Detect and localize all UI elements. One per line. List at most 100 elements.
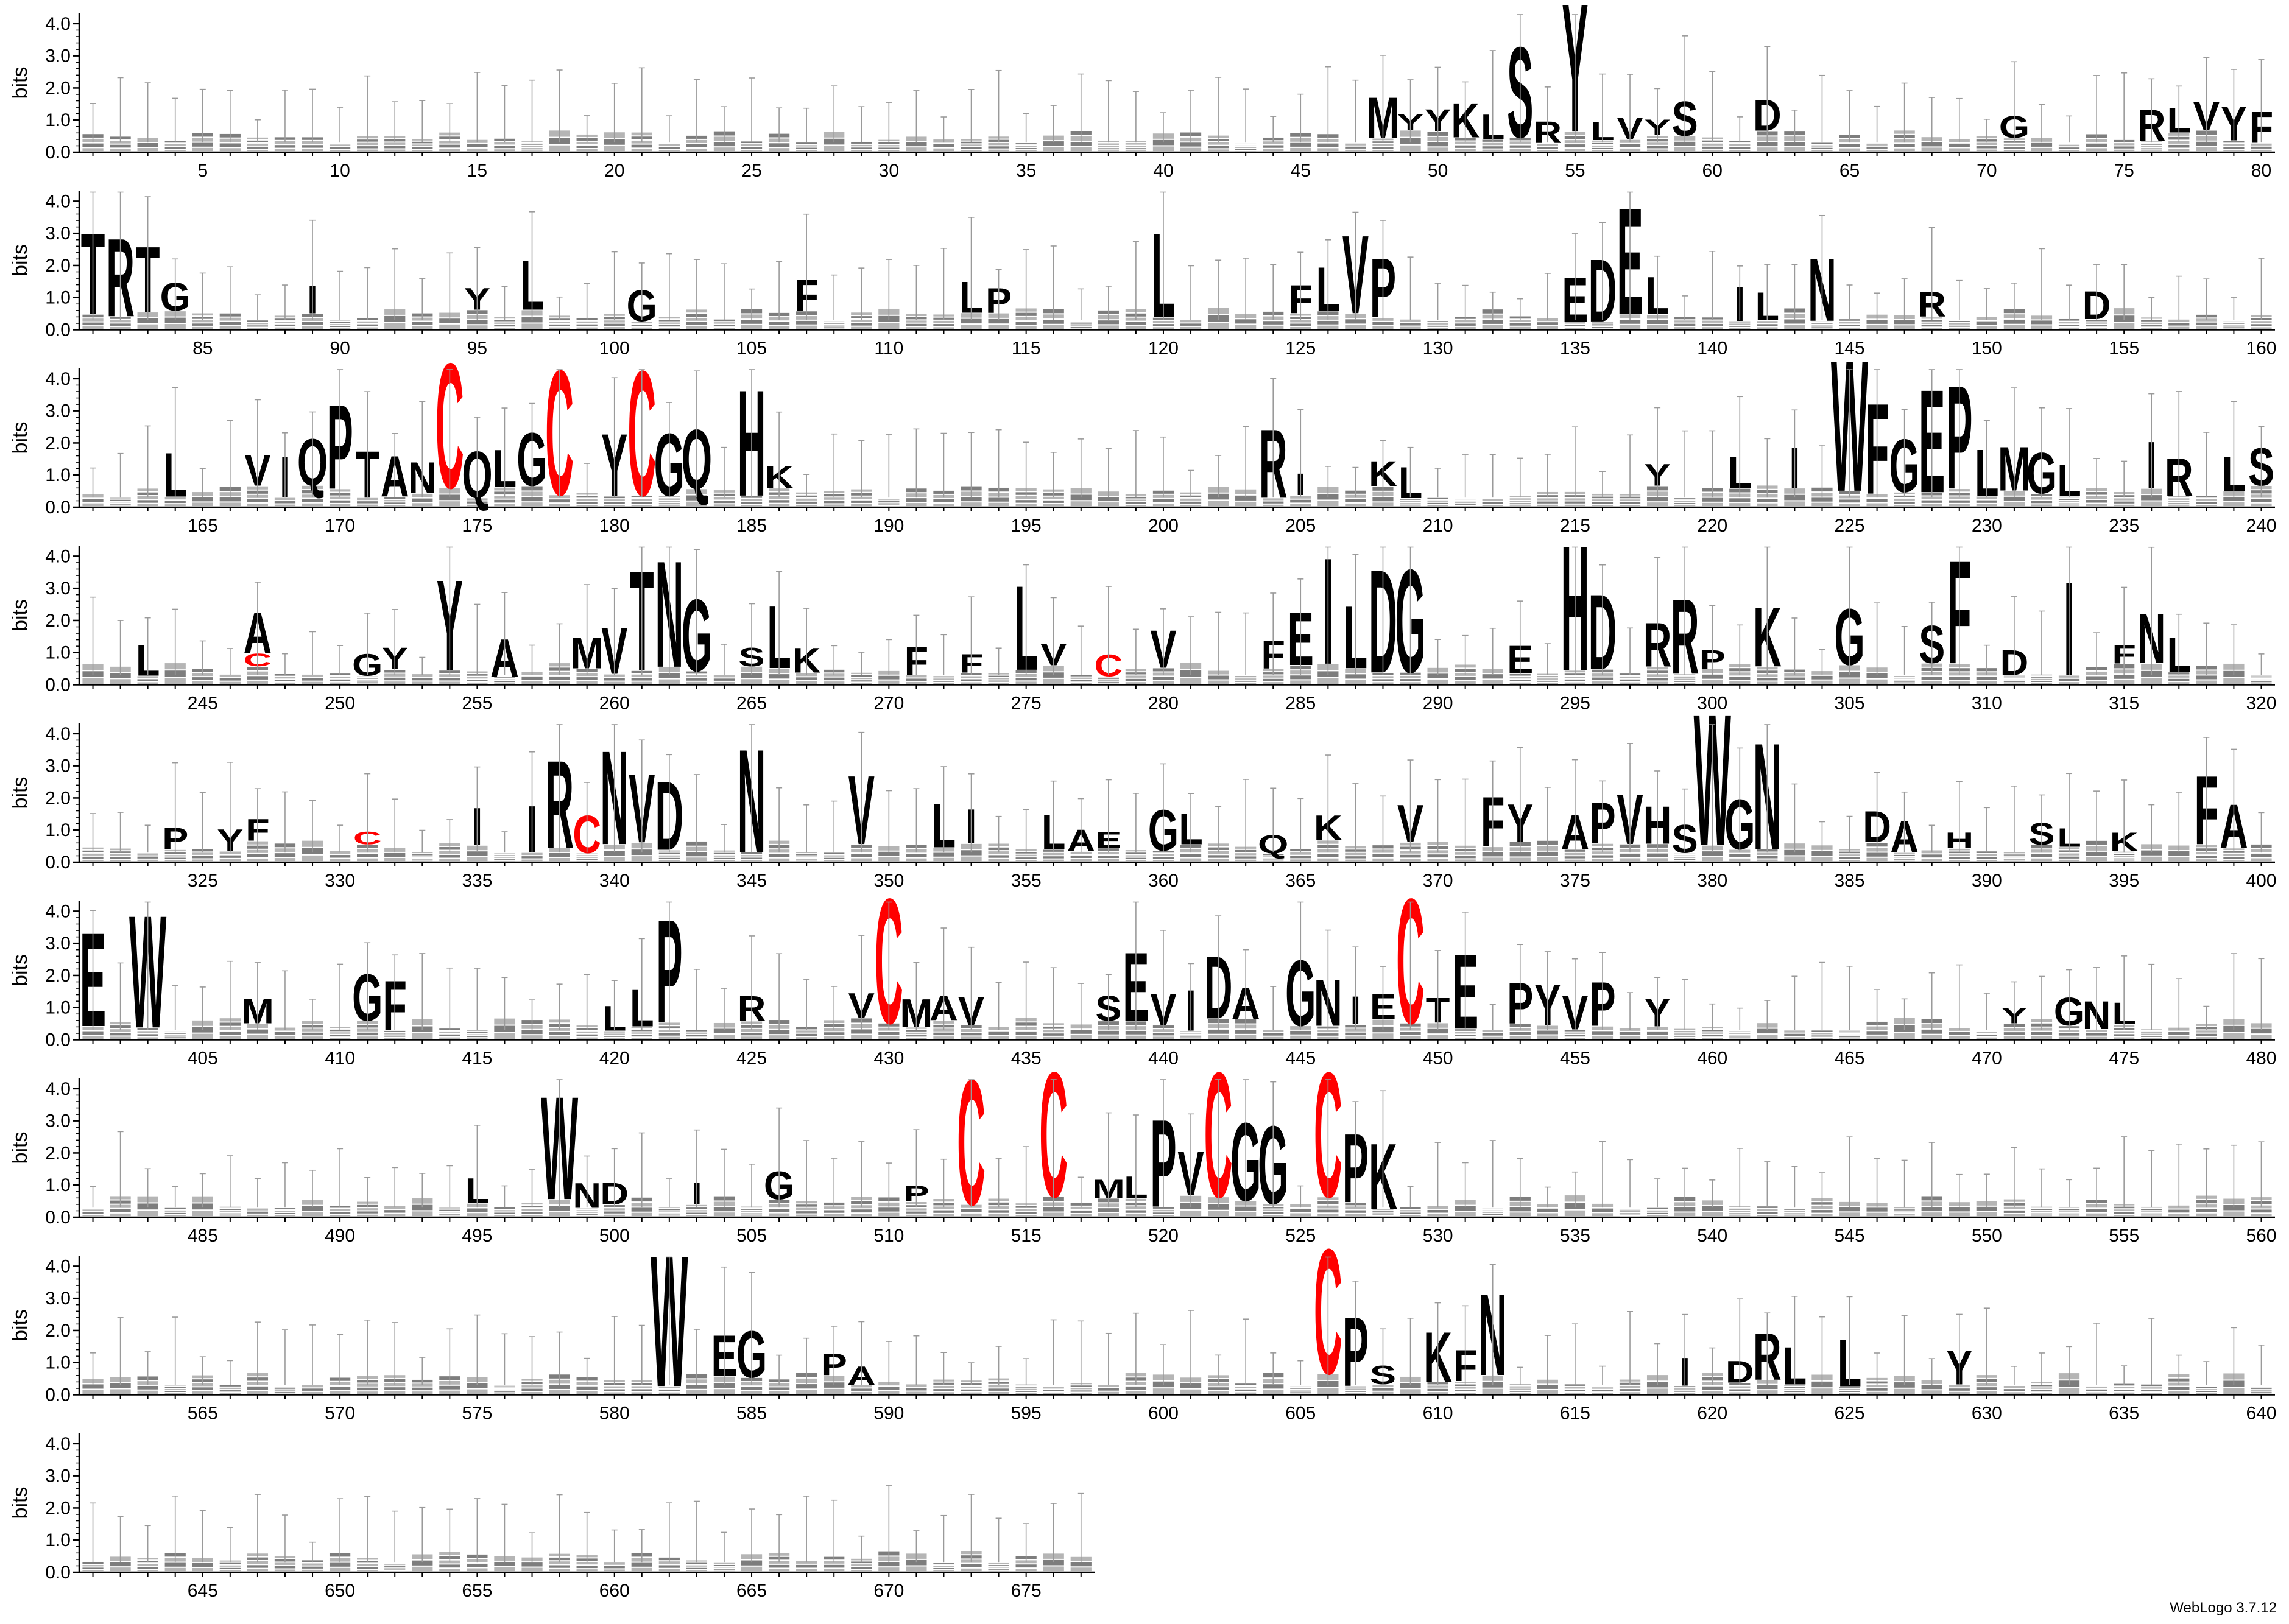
background-stack: [521, 859, 543, 862]
background-stack: [1592, 142, 1614, 144]
background-stack: [2031, 147, 2053, 152]
background-stack: [1400, 675, 1421, 678]
background-stack: [906, 1208, 927, 1211]
background-stack: [439, 681, 460, 684]
background-stack: [1070, 1035, 1092, 1039]
x-tick-label: 10: [330, 161, 350, 181]
background-stack: [1043, 1392, 1064, 1394]
background-stack: [1482, 325, 1503, 329]
background-stack: [1866, 1207, 1888, 1212]
background-stack: [1509, 852, 1531, 857]
x-tick-label: 20: [604, 161, 624, 181]
background-stack: [576, 677, 598, 680]
background-stack: [1070, 325, 1092, 326]
x-tick-label: 445: [1285, 1049, 1316, 1069]
background-stack: [1702, 149, 1723, 152]
background-stack: [1180, 1031, 1202, 1032]
background-stack: [1619, 1032, 1641, 1035]
background-stack: [1263, 682, 1284, 684]
y-axis-label: bits: [9, 244, 32, 276]
background-stack: [1866, 679, 1888, 684]
background-stack: [2141, 850, 2162, 856]
background-stack: [988, 497, 1009, 502]
background-stack: [247, 680, 269, 684]
background-stack: [329, 1029, 351, 1032]
background-stack: [1180, 498, 1202, 501]
background-stack: [1152, 854, 1174, 856]
background-stack: [988, 1388, 1009, 1391]
background-stack: [1070, 675, 1092, 677]
background-stack: [1400, 854, 1421, 858]
background-stack: [274, 1388, 296, 1390]
background-stack: [1592, 322, 1614, 323]
background-stack: [658, 1389, 680, 1391]
background-stack: [1098, 502, 1119, 507]
background-stack: [1729, 854, 1751, 857]
background-stack: [1455, 1384, 1476, 1387]
background-stack: [1894, 148, 1915, 152]
background-stack: [219, 1213, 241, 1215]
background-stack: [1949, 321, 1970, 322]
background-stack: [1125, 499, 1147, 501]
x-tick-label: 210: [1423, 516, 1453, 536]
background-stack: [110, 673, 131, 678]
background-stack: [2114, 504, 2135, 507]
background-stack: [1757, 681, 1778, 684]
background-stack: [1509, 1207, 1531, 1212]
background-stack: [521, 323, 543, 329]
background-stack: [1400, 682, 1421, 684]
background-stack: [1976, 146, 1997, 149]
background-stack: [1152, 503, 1174, 507]
background-stack: [1674, 1035, 1696, 1037]
background-stack: [1345, 1386, 1366, 1388]
background-stack: [576, 145, 598, 148]
background-stack: [1015, 504, 1037, 507]
background-stack: [933, 1214, 954, 1217]
x-tick-label: 550: [1972, 1226, 2002, 1246]
background-stack: [878, 857, 900, 862]
background-stack: [878, 1391, 900, 1394]
background-stack: [1729, 150, 1751, 152]
background-stack: [1015, 1387, 1037, 1388]
background-stack: [2086, 143, 2107, 147]
background-stack: [2251, 1214, 2272, 1217]
background-stack: [576, 321, 598, 323]
background-stack: [2168, 505, 2190, 507]
background-stack: [2003, 854, 2025, 856]
background-stack: [906, 1211, 927, 1214]
background-stack: [1098, 1208, 1119, 1212]
background-stack: [1976, 1032, 1997, 1033]
background-stack: [2086, 1209, 2107, 1212]
background-stack: [1537, 683, 1558, 684]
x-tick-label: 380: [1697, 871, 1727, 891]
background-stack: [110, 499, 131, 501]
background-stack: [1263, 1030, 1284, 1032]
background-stack: [1180, 323, 1202, 326]
background-stack: [1949, 681, 1970, 684]
background-stack: [1702, 1391, 1723, 1394]
x-tick-label: 500: [599, 1226, 630, 1246]
background-stack: [219, 148, 241, 152]
background-stack: [1976, 142, 1997, 146]
background-stack: [1564, 325, 1586, 327]
x-tick-label: 200: [1148, 516, 1179, 536]
background-stack: [2168, 675, 2190, 678]
background-stack: [1125, 857, 1147, 859]
background-stack: [658, 860, 680, 862]
background-stack: [1866, 852, 1888, 857]
background-stack: [1015, 143, 1037, 145]
background-stack: [1098, 148, 1119, 150]
background-stack: [164, 1393, 186, 1394]
background-stack: [2168, 503, 2190, 505]
x-tick-label: 140: [1697, 339, 1727, 359]
background-stack: [1125, 150, 1147, 152]
background-stack: [439, 324, 460, 329]
background-stack: [631, 1386, 652, 1388]
background-stack: [1949, 143, 1970, 147]
background-stack: [110, 854, 131, 856]
background-stack: [1894, 325, 1915, 329]
background-stack: [110, 857, 131, 859]
background-stack: [1702, 857, 1723, 862]
background-stack: [2058, 1036, 2080, 1039]
background-stack: [549, 1385, 570, 1389]
